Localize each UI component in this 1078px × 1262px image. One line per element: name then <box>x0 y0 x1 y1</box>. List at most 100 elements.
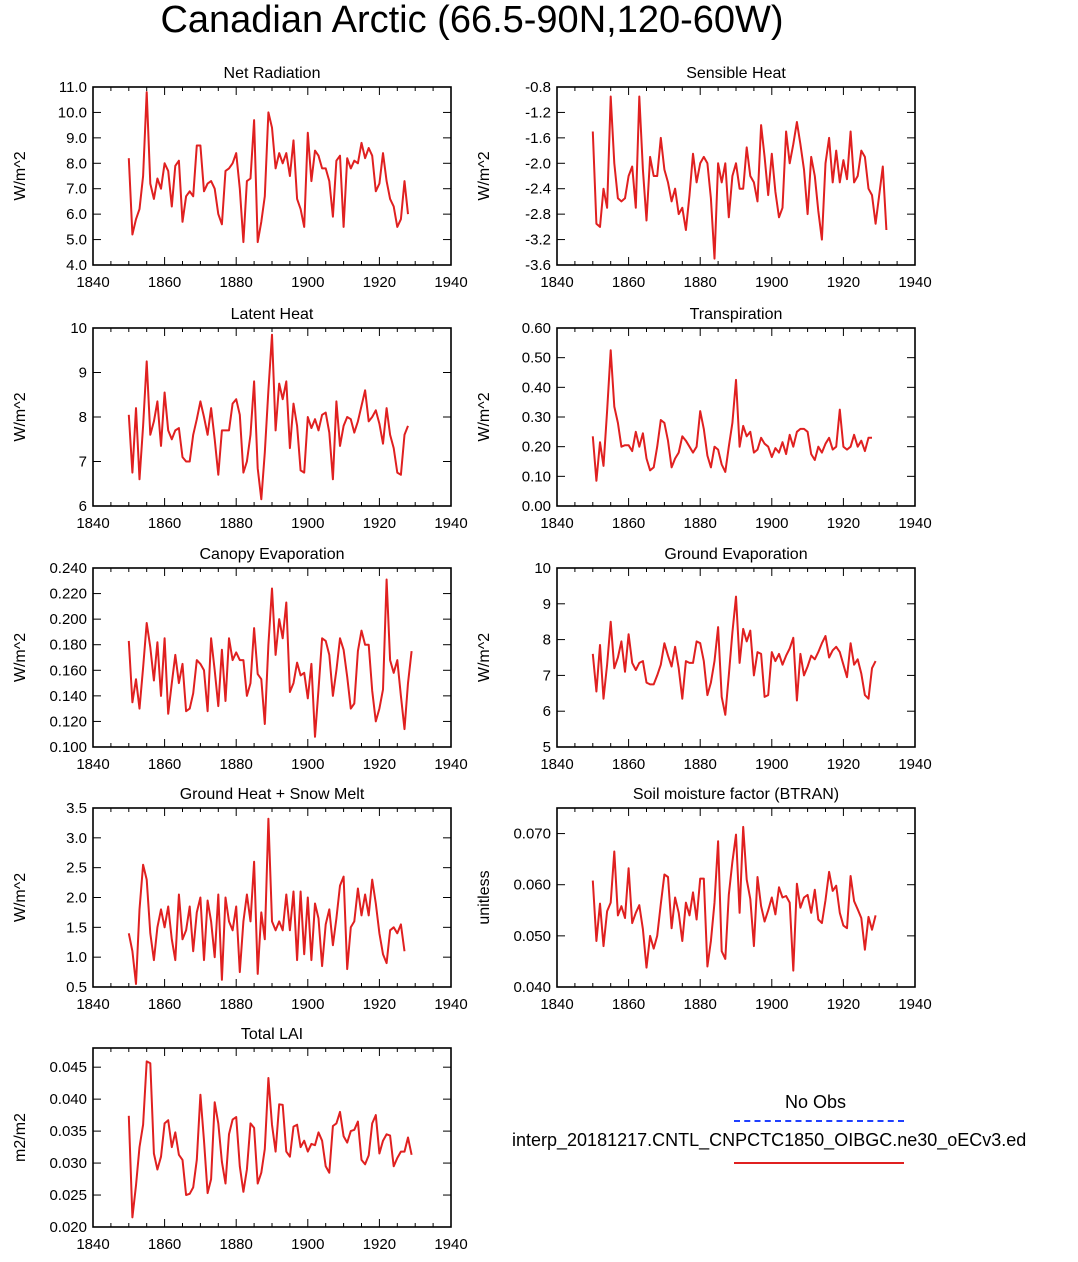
x-tick-label: 1940 <box>898 996 931 1013</box>
y-tick-label: 0.035 <box>49 1123 87 1140</box>
series-line <box>127 1060 413 1219</box>
x-tick-label: 1840 <box>540 515 573 532</box>
legend-label-no-obs: No Obs <box>785 1092 847 1112</box>
y-tick-label: -1.2 <box>525 104 551 121</box>
x-tick-label: 1920 <box>827 274 860 291</box>
y-axis-label: W/m^2 <box>476 151 493 200</box>
x-tick-label: 1900 <box>755 274 788 291</box>
y-tick-label: 0.10 <box>522 468 551 485</box>
y-tick-label: 2.0 <box>66 890 87 907</box>
x-tick-label: 1840 <box>76 996 109 1013</box>
y-tick-label: 0.20 <box>522 439 551 456</box>
y-tick-label: 0.040 <box>49 1091 87 1108</box>
x-tick-label: 1940 <box>434 996 467 1013</box>
x-tick-label: 1880 <box>684 756 717 773</box>
y-tick-label: 0.00 <box>522 498 551 515</box>
y-tick-label: 10 <box>70 320 87 337</box>
chart-panel-2: Sensible Heat W/m^2 1840 1860 1880 1900 1920 19… <box>476 65 932 291</box>
y-tick-label: 0.070 <box>513 826 551 843</box>
x-tick-label: 1900 <box>291 996 324 1013</box>
y-tick-label: 0.140 <box>49 688 87 705</box>
x-tick-label: 1860 <box>148 756 181 773</box>
legend: No Obs interp_20181217.CNTL_CNPCTC1850_O… <box>500 1086 1078 1176</box>
y-tick-label: 10 <box>534 560 551 577</box>
series-line <box>591 95 888 260</box>
y-tick-label: 0.60 <box>522 320 551 337</box>
y-tick-label: 8 <box>543 632 551 649</box>
x-tick-label: 1920 <box>827 756 860 773</box>
chart-title: Soil moisture factor (BTRAN) <box>633 786 839 803</box>
x-tick-label: 1880 <box>684 515 717 532</box>
x-tick-label: 1860 <box>148 1236 181 1253</box>
y-tick-label: 9 <box>543 596 551 613</box>
y-tick-label: 0.50 <box>522 350 551 367</box>
series-line <box>127 578 413 738</box>
y-tick-label: 6 <box>79 498 87 515</box>
y-tick-label: 1.0 <box>66 949 87 966</box>
x-tick-label: 1920 <box>363 274 396 291</box>
y-tick-label: 0.100 <box>49 739 87 756</box>
x-tick-label: 1840 <box>540 756 573 773</box>
chart-panel-9: Total LAI m2/m2 1840 1860 1880 1900 1920 1940 0.… <box>12 1026 468 1253</box>
y-tick-label: 0.025 <box>49 1187 87 1204</box>
chart-panel-8: Soil moisture factor (BTRAN) unitless 1840… <box>476 786 932 1013</box>
x-tick-label: 1840 <box>76 756 109 773</box>
y-tick-label: 5.0 <box>66 232 87 249</box>
x-tick-label: 1900 <box>291 1236 324 1253</box>
chart-title: Transpiration <box>690 306 783 323</box>
y-tick-label: 1.5 <box>66 919 87 936</box>
y-axis-label: unitless <box>476 870 493 924</box>
y-tick-label: 0.220 <box>49 586 87 603</box>
page-title: Canadian Arctic (66.5-90N,120-60W) <box>160 0 784 41</box>
y-tick-label: 3.0 <box>66 830 87 847</box>
series-line <box>127 817 406 985</box>
y-tick-label: -1.6 <box>525 130 551 147</box>
x-tick-label: 1900 <box>291 274 324 291</box>
series-line <box>591 349 872 482</box>
y-tick-label: 0.160 <box>49 662 87 679</box>
legend-line-model <box>734 1162 904 1164</box>
y-tick-label: 10.0 <box>58 104 87 121</box>
y-tick-label: 0.240 <box>49 560 87 577</box>
y-axis-label: W/m^2 <box>12 873 29 922</box>
x-tick-label: 1940 <box>898 515 931 532</box>
y-tick-label: 11.0 <box>59 79 87 96</box>
x-tick-label: 1840 <box>540 274 573 291</box>
x-tick-label: 1880 <box>220 515 253 532</box>
y-tick-label: 8 <box>79 409 87 426</box>
x-tick-label: 1880 <box>220 996 253 1013</box>
series-line <box>127 333 409 501</box>
x-tick-label: 1940 <box>898 756 931 773</box>
x-tick-label: 1860 <box>612 274 645 291</box>
y-tick-label: 0.180 <box>49 637 87 654</box>
x-tick-label: 1900 <box>755 996 788 1013</box>
chart-panel-1: Net Radiation W/m^2 1840 1860 1880 1900 1920 19… <box>12 65 468 291</box>
y-tick-label: -3.2 <box>525 232 551 249</box>
y-tick-label: 6.0 <box>66 206 87 223</box>
x-tick-label: 1860 <box>612 515 645 532</box>
chart-panel-6: Ground Evaporation W/m^2 1840 1860 1880 1900 1… <box>476 546 932 773</box>
legend-line-no-obs <box>734 1120 904 1122</box>
x-tick-label: 1920 <box>363 515 396 532</box>
x-tick-label: 1900 <box>755 756 788 773</box>
chart-title: Sensible Heat <box>686 65 786 82</box>
x-tick-label: 1920 <box>363 1236 396 1253</box>
y-tick-label: 8.0 <box>66 155 87 172</box>
x-tick-label: 1860 <box>612 756 645 773</box>
chart-title: Latent Heat <box>231 306 314 323</box>
chart-panel-5: Canopy Evaporation W/m^2 1840 1860 1880 1900 1… <box>12 546 468 773</box>
y-tick-label: 9 <box>79 365 87 382</box>
y-axis-label: W/m^2 <box>12 633 29 682</box>
plot-frame <box>556 567 916 748</box>
x-tick-label: 1940 <box>434 756 467 773</box>
y-tick-label: 0.200 <box>49 611 87 628</box>
y-axis-label: m2/m2 <box>12 1113 29 1162</box>
x-tick-label: 1920 <box>363 996 396 1013</box>
x-tick-label: 1860 <box>148 274 181 291</box>
y-tick-label: -3.6 <box>525 257 551 274</box>
y-tick-label: 0.30 <box>522 409 551 426</box>
x-tick-label: 1900 <box>755 515 788 532</box>
x-tick-label: 1940 <box>434 274 467 291</box>
x-tick-label: 1880 <box>684 274 717 291</box>
